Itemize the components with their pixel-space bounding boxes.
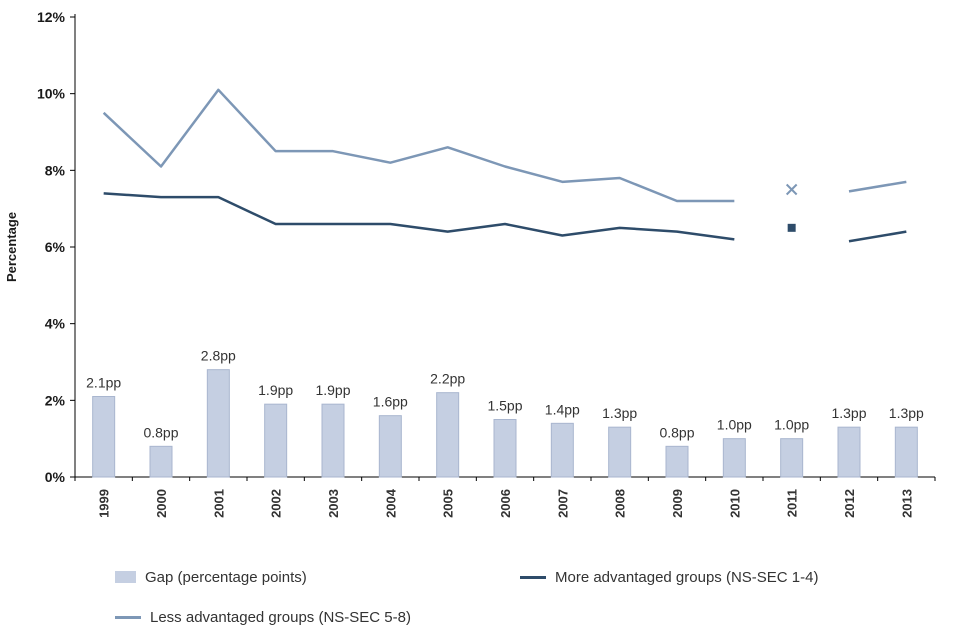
legend-item-less-advantaged: Less advantaged groups (NS-SEC 5-8) [115, 607, 411, 627]
legend-swatch-gap-bar [115, 571, 136, 583]
gap-bar-label: 1.4pp [545, 401, 580, 417]
less-advantaged-line [848, 180, 907, 193]
gap-bar-label: 2.8pp [201, 348, 236, 364]
gap-bar-label: 1.0pp [717, 417, 752, 433]
x-axis-category-label: 2005 [441, 489, 456, 518]
gap-bar [665, 445, 689, 478]
y-axis-tick-label: 8% [45, 162, 66, 178]
y-axis-title: Percentage [4, 212, 19, 282]
gap-bar [722, 438, 746, 478]
gap-bar [493, 419, 517, 478]
gap-bar-label: 0.8pp [659, 424, 694, 440]
legend-item-gap: Gap (percentage points) [115, 567, 307, 587]
x-axis-category-label: 2001 [211, 489, 226, 518]
x-axis-category-label: 2008 [613, 489, 628, 518]
gap-bar-label: 1.5pp [487, 398, 522, 414]
y-axis-tick-label: 0% [45, 469, 66, 485]
y-axis-tick-label: 6% [45, 239, 66, 255]
gap-bar-label: 1.3pp [831, 405, 866, 421]
y-axis-tick-label: 12% [37, 9, 66, 25]
gap-bar [92, 396, 116, 478]
x-axis-category-label: 2004 [383, 488, 398, 518]
gap-bar-label: 1.0pp [774, 417, 809, 433]
x-axis-category-label: 2003 [326, 489, 341, 518]
gap-bar [550, 422, 574, 478]
gap-bar-label: 1.9pp [258, 382, 293, 398]
legend-swatch-more-advantaged-line [520, 575, 546, 579]
y-axis-tick-label: 4% [45, 316, 66, 332]
gap-bar-label: 1.3pp [889, 405, 924, 421]
legend-swatch-less-advantaged-line [115, 615, 141, 619]
gap-bar-label: 2.2pp [430, 371, 465, 387]
x-axis-category-label: 1999 [97, 489, 112, 518]
x-axis-category-label: 2011 [785, 489, 800, 517]
gap-bar-label: 2.1pp [86, 375, 121, 391]
gap-bar [149, 445, 173, 478]
gap-bar [321, 403, 345, 478]
less-advantaged-x-marker [785, 183, 798, 196]
gap-bar-label: 0.8pp [143, 424, 178, 440]
legend-label-gap: Gap (percentage points) [145, 568, 307, 586]
less-advantaged-line [102, 88, 735, 203]
x-axis-category-label: 2010 [727, 489, 742, 518]
more-advantaged-line [103, 192, 735, 241]
x-axis-category-label: 2000 [154, 489, 169, 518]
legend-label-more-advantaged: More advantaged groups (NS-SEC 1-4) [555, 568, 819, 586]
x-axis-category-label: 2009 [670, 489, 685, 518]
x-axis-category-label: 2002 [269, 489, 284, 518]
x-axis-category-label: 2007 [555, 489, 570, 518]
x-axis-category-label: 2012 [842, 489, 857, 518]
more-advantaged-square-marker [787, 223, 796, 232]
gap-bar [264, 403, 288, 478]
gap-bar [608, 426, 632, 478]
gap-bar [837, 426, 861, 478]
legend-item-more-advantaged: More advantaged groups (NS-SEC 1-4) [520, 567, 818, 587]
y-axis-tick-label: 2% [45, 392, 66, 408]
gap-bar [894, 426, 918, 478]
more-advantaged-line [848, 230, 907, 243]
x-axis-category-label: 2013 [899, 489, 914, 518]
gap-bar-label: 1.3pp [602, 405, 637, 421]
gap-bar [206, 369, 230, 478]
gap-bar [378, 415, 402, 478]
y-axis-tick-label: 10% [37, 86, 66, 102]
gap-bar [436, 392, 460, 478]
x-axis-category-label: 2006 [498, 489, 513, 518]
legend-label-less-advantaged: Less advantaged groups (NS-SEC 5-8) [150, 608, 411, 626]
gap-bar [780, 438, 804, 478]
gap-bar-label: 1.9pp [315, 382, 350, 398]
gap-bar-label: 1.6pp [373, 394, 408, 410]
gap-chart: Percentage 0% 2% 4% 6% 8% 10% 12% 1999 2000 2001 2… [4, 9, 936, 518]
